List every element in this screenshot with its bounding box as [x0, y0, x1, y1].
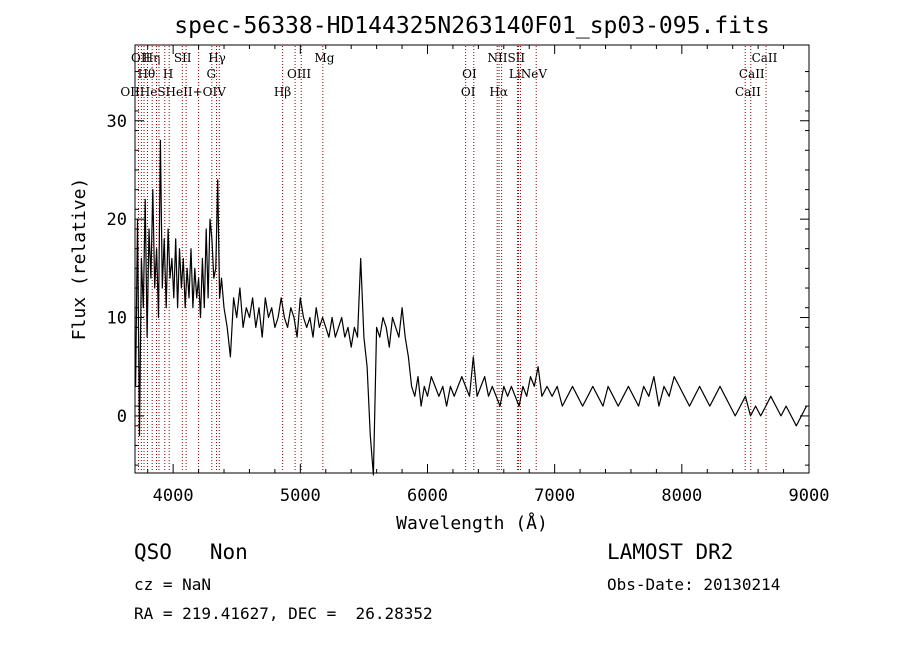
redshift-text: cz = NaN	[134, 575, 212, 594]
line-label: Hγ	[208, 51, 226, 65]
y-tick-label: 20	[107, 210, 127, 230]
axis-layer: 4000 5000 6000 7000 8000 9000 0 10 20 30	[107, 45, 830, 506]
line-label: Mg	[314, 51, 334, 65]
chart-title: spec-56338-HD144325N263140F01_sp03-095.f…	[174, 13, 769, 39]
line-label: OI	[462, 67, 477, 81]
x-axis-label: Wavelength (Å)	[396, 512, 548, 534]
object-class: QSO Non	[134, 540, 248, 564]
line-label: CaII	[752, 51, 778, 65]
data-layer	[135, 139, 808, 476]
x-tick-label: 9000	[789, 486, 830, 506]
x-tick-label: 7000	[534, 486, 575, 506]
line-label: OII	[131, 51, 151, 65]
line-label: CaII	[739, 67, 765, 81]
line-label: OIIHeSHeII+OIV	[120, 85, 226, 99]
line-label: SII	[174, 51, 192, 65]
line-label: H	[163, 67, 173, 81]
coordinates-text: RA = 219.41627, DEC = 26.28352	[134, 604, 433, 623]
line-label: CaII	[735, 85, 761, 99]
line-label: OIII	[287, 67, 311, 81]
y-tick-label: 30	[107, 112, 127, 132]
spectrum-line	[135, 139, 808, 476]
y-tick-label: 10	[107, 309, 127, 329]
line-label: G	[207, 67, 217, 81]
line-label: LiNeV	[509, 67, 547, 81]
line-label: OI	[461, 85, 476, 99]
x-tick-label: 4000	[153, 486, 194, 506]
x-tick-label: 6000	[407, 486, 448, 506]
plot-frame	[134, 44, 810, 474]
y-tick-label: 0	[117, 407, 127, 427]
line-label: NIISII	[487, 51, 525, 65]
line-label: Hη	[143, 51, 161, 65]
x-tick-label: 8000	[661, 486, 702, 506]
line-marker-layer	[137, 46, 767, 472]
line-label: Hθ	[138, 67, 156, 81]
subclass-value: Non	[209, 540, 248, 564]
obs-date-text: Obs-Date: 20130214	[607, 575, 781, 594]
class-value: QSO	[134, 540, 172, 564]
survey-name: LAMOST DR2	[607, 540, 734, 564]
y-axis-label: Flux (relative)	[69, 178, 90, 341]
x-tick-label: 5000	[280, 486, 321, 506]
